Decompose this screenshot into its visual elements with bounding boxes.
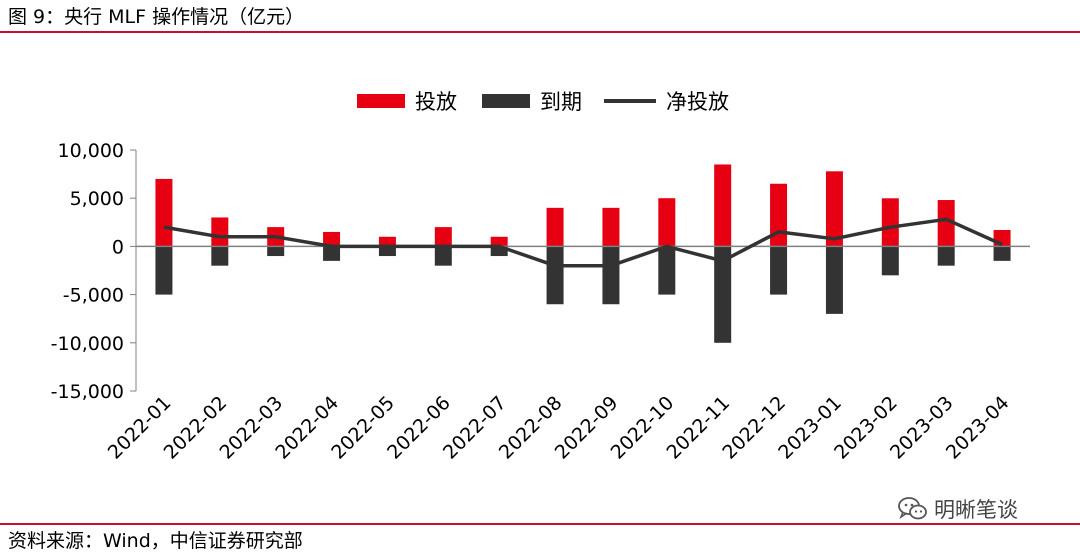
bar-series [155, 164, 1011, 343]
bar-maturity [993, 246, 1011, 261]
bar-maturity [770, 246, 788, 295]
bar-injection [602, 207, 620, 247]
bar-maturity [155, 246, 173, 295]
bar-injection [211, 217, 229, 247]
chart-legend: 投放 到期 净投放 [357, 90, 729, 114]
title-divider [0, 31, 1080, 33]
legend-label: 净投放 [666, 90, 729, 114]
bar-maturity [546, 246, 564, 305]
net-injection-line [163, 217, 1003, 268]
wechat-logo-icon [898, 497, 927, 520]
bar-maturity [211, 246, 229, 266]
legend-label: 到期 [540, 90, 582, 114]
bar-maturity [937, 246, 955, 266]
bar-maturity [267, 246, 285, 257]
line-series [163, 217, 1003, 268]
y-tick-label: 5,000 [70, 188, 124, 210]
x-axis: 2022-012022-022022-032022-042022-052022-… [104, 245, 1030, 464]
bar-maturity [434, 246, 452, 266]
bar-injection [770, 183, 788, 247]
bar-injection [881, 198, 899, 247]
bar-injection [825, 171, 843, 247]
bar-injection [658, 198, 676, 247]
source-note: 资料来源：Wind，中信证券研究部 [8, 530, 303, 552]
bar-injection [378, 236, 396, 247]
bar-injection [434, 227, 452, 247]
bar-injection [937, 200, 955, 247]
bar-maturity [378, 246, 396, 257]
bar-maturity [323, 246, 341, 261]
source-divider [0, 523, 1080, 525]
legend-item: 净投放 [604, 90, 729, 114]
watermark-text: 明晰笔谈 [934, 498, 1018, 522]
y-tick-label: -5,000 [63, 285, 124, 307]
bar-maturity [825, 246, 843, 314]
bar-maturity [714, 246, 732, 343]
legend-swatch [482, 94, 530, 108]
legend-item: 投放 [357, 90, 457, 114]
figure-title: 图 9：央行 MLF 操作情况（亿元） [8, 6, 305, 28]
bar-injection [546, 207, 564, 247]
y-tick-label: 0 [112, 236, 124, 258]
bar-injection [155, 178, 173, 247]
bar-maturity [602, 246, 620, 305]
bar-injection [323, 231, 341, 247]
legend-label: 投放 [415, 90, 457, 114]
y-tick-label: -15,000 [51, 381, 124, 403]
y-tick-label: -10,000 [51, 333, 124, 355]
y-tick-label: 10,000 [58, 140, 124, 162]
watermark: 明晰笔谈 [898, 494, 1018, 524]
bar-injection [714, 164, 732, 247]
legend-swatch [357, 94, 405, 108]
y-axis: 10,000 5,000 0 -5,000 -10,000 -15,000 [51, 140, 137, 403]
legend-item: 到期 [482, 90, 582, 114]
bar-maturity [658, 246, 676, 295]
bar-injection [490, 236, 508, 247]
bar-maturity [490, 246, 508, 257]
bar-maturity [881, 246, 899, 276]
mlf-operations-chart: 投放 到期 净投放 10,000 5,000 0 -5,000 -10,000 -15,000… [51, 90, 1030, 464]
